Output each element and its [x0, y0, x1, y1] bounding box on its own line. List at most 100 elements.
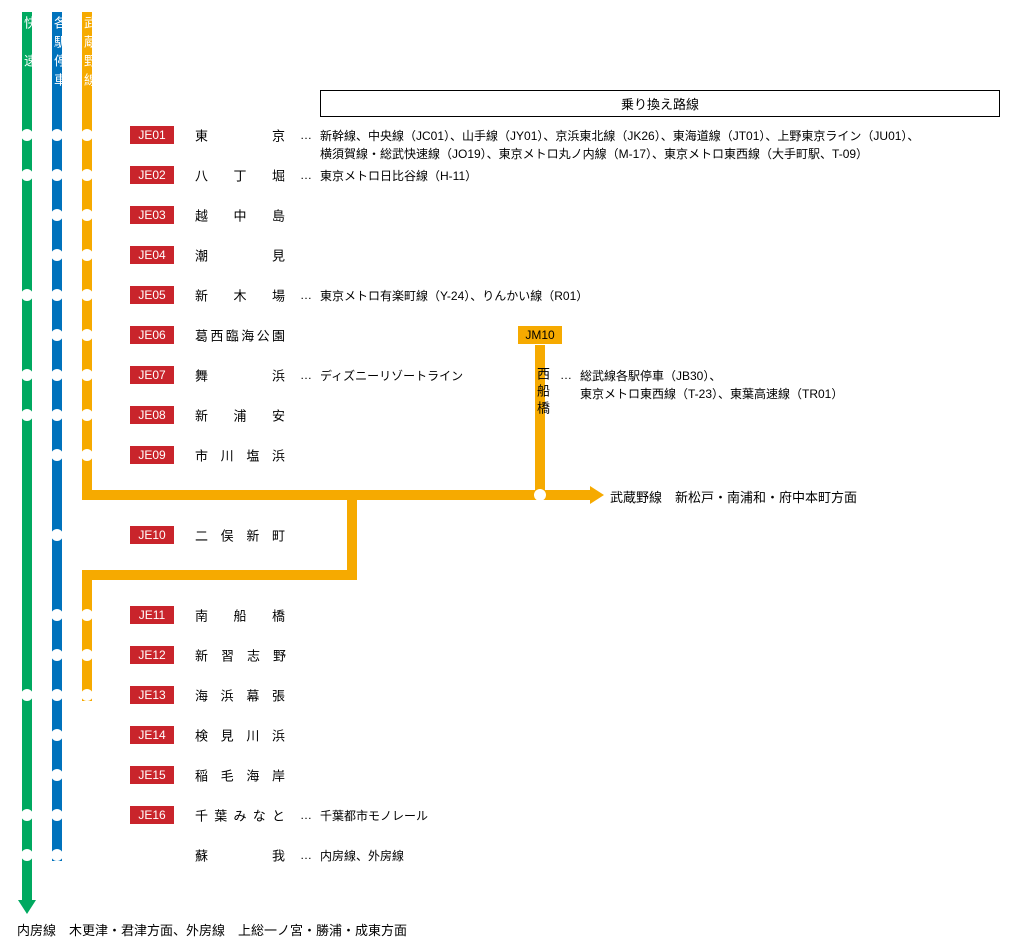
station-code: JE01	[130, 126, 174, 144]
station-name: 新 習 志 野	[195, 646, 285, 665]
transfer-header: 乗り換え路線	[320, 90, 1000, 117]
branch-destination: 武蔵野線 新松戸・南浦和・府中本町方面	[610, 487, 857, 506]
station-code: JE05	[130, 286, 174, 304]
rapid-stop	[21, 849, 33, 861]
local-stop	[51, 129, 63, 141]
station-code: JE15	[130, 766, 174, 784]
station-name: 千葉みなと	[195, 806, 285, 825]
transfer-info: 新幹線、中央線（JC01）、山手線（JY01）、京浜東北線（JK26）、東海道線…	[320, 127, 919, 163]
local-stop	[51, 249, 63, 261]
station-name: 海 浜 幕 張	[195, 686, 285, 705]
musashino-stop	[81, 689, 93, 701]
local-stop	[51, 289, 63, 301]
musashino-stop	[81, 409, 93, 421]
rapid-arrow	[18, 900, 36, 914]
station-name: 越 中 島	[195, 206, 285, 225]
musashino-branch-arrow	[590, 486, 604, 504]
dots: …	[300, 128, 313, 142]
station-code: JE03	[130, 206, 174, 224]
dots: …	[300, 288, 313, 302]
rapid-stop	[21, 809, 33, 821]
local-stop	[51, 369, 63, 381]
branch-station-name: 西船橋	[533, 367, 552, 418]
musashino-stop	[81, 129, 93, 141]
local-stop	[51, 849, 63, 861]
station-name: 稲 毛 海 岸	[195, 766, 285, 785]
musashino-line-bottom	[82, 570, 92, 701]
station-name: 検 見 川 浜	[195, 726, 285, 745]
local-stop	[51, 209, 63, 221]
station-name: 舞 浜	[195, 366, 285, 385]
transfer-info: 内房線、外房線	[320, 847, 404, 865]
station-code: JE11	[130, 606, 174, 624]
local-stop	[51, 689, 63, 701]
musashino-stop	[81, 329, 93, 341]
transfer-info: 東京メトロ有楽町線（Y-24）、りんかい線（R01）	[320, 287, 588, 305]
station-code: JE06	[130, 326, 174, 344]
station-code: JE16	[130, 806, 174, 824]
local-stop	[51, 649, 63, 661]
station-code: JE13	[130, 686, 174, 704]
dots: …	[300, 848, 313, 862]
branch-transfer-info: 総武線各駅停車（JB30）、東京メトロ東西線（T-23）、東葉高速線（TR01）	[580, 367, 843, 403]
musashino-branch-h	[82, 490, 590, 500]
station-code: JE04	[130, 246, 174, 264]
dots: …	[300, 168, 313, 182]
rapid-stop	[21, 409, 33, 421]
local-stop	[51, 329, 63, 341]
local-stop	[51, 769, 63, 781]
station-code: JE07	[130, 366, 174, 384]
station-name: 八 丁 堀	[195, 166, 285, 185]
rapid-stop	[21, 369, 33, 381]
musashino-stop	[81, 649, 93, 661]
musashino-stop	[81, 369, 93, 381]
station-name: 南 船 橋	[195, 606, 285, 625]
musashino-branch-stop	[534, 489, 546, 501]
musashino-stop	[81, 249, 93, 261]
dots: …	[560, 368, 573, 382]
station-name: 新 木 場	[195, 286, 285, 305]
line-label-local: 各駅停車	[50, 16, 69, 92]
station-name: 葛西臨海公園	[195, 326, 285, 345]
rapid-stop	[21, 689, 33, 701]
local-stop	[51, 809, 63, 821]
station-code: JE14	[130, 726, 174, 744]
transfer-info: 千葉都市モノレール	[320, 807, 428, 825]
rapid-line	[22, 12, 32, 900]
station-code: JE02	[130, 166, 174, 184]
dots: …	[300, 808, 313, 822]
line-label-rapid: 快 速	[20, 16, 39, 73]
musashino-stop	[81, 449, 93, 461]
local-stop	[51, 449, 63, 461]
rapid-stop	[21, 289, 33, 301]
local-stop	[51, 609, 63, 621]
dots: …	[300, 368, 313, 382]
station-code: JE10	[130, 526, 174, 544]
station-name: 蘇 我	[195, 846, 285, 865]
branch-code: JM10	[518, 326, 562, 344]
local-stop	[51, 409, 63, 421]
station-name: 潮 見	[195, 246, 285, 265]
musashino-stop	[81, 609, 93, 621]
musashino-mid-v	[347, 490, 357, 580]
rapid-stop	[21, 169, 33, 181]
local-stop	[51, 529, 63, 541]
station-name: 二 俣 新 町	[195, 526, 285, 545]
rapid-stop	[21, 129, 33, 141]
station-name: 市 川 塩 浜	[195, 446, 285, 465]
transfer-info: 東京メトロ日比谷線（H-11）	[320, 167, 477, 185]
local-stop	[51, 169, 63, 181]
station-code: JE09	[130, 446, 174, 464]
bottom-destination: 内房線 木更津・君津方面、外房線 上総一ノ宮・勝浦・成東方面	[17, 920, 407, 939]
local-stop	[51, 729, 63, 741]
station-name: 東 京	[195, 126, 285, 145]
station-name: 新 浦 安	[195, 406, 285, 425]
musashino-mid-h	[82, 570, 357, 580]
musashino-stop	[81, 209, 93, 221]
station-code: JE08	[130, 406, 174, 424]
station-code: JE12	[130, 646, 174, 664]
musashino-stop	[81, 169, 93, 181]
line-label-musashino: 武蔵野線	[80, 16, 99, 92]
musashino-stop	[81, 289, 93, 301]
transfer-info: ディズニーリゾートライン	[320, 367, 463, 385]
